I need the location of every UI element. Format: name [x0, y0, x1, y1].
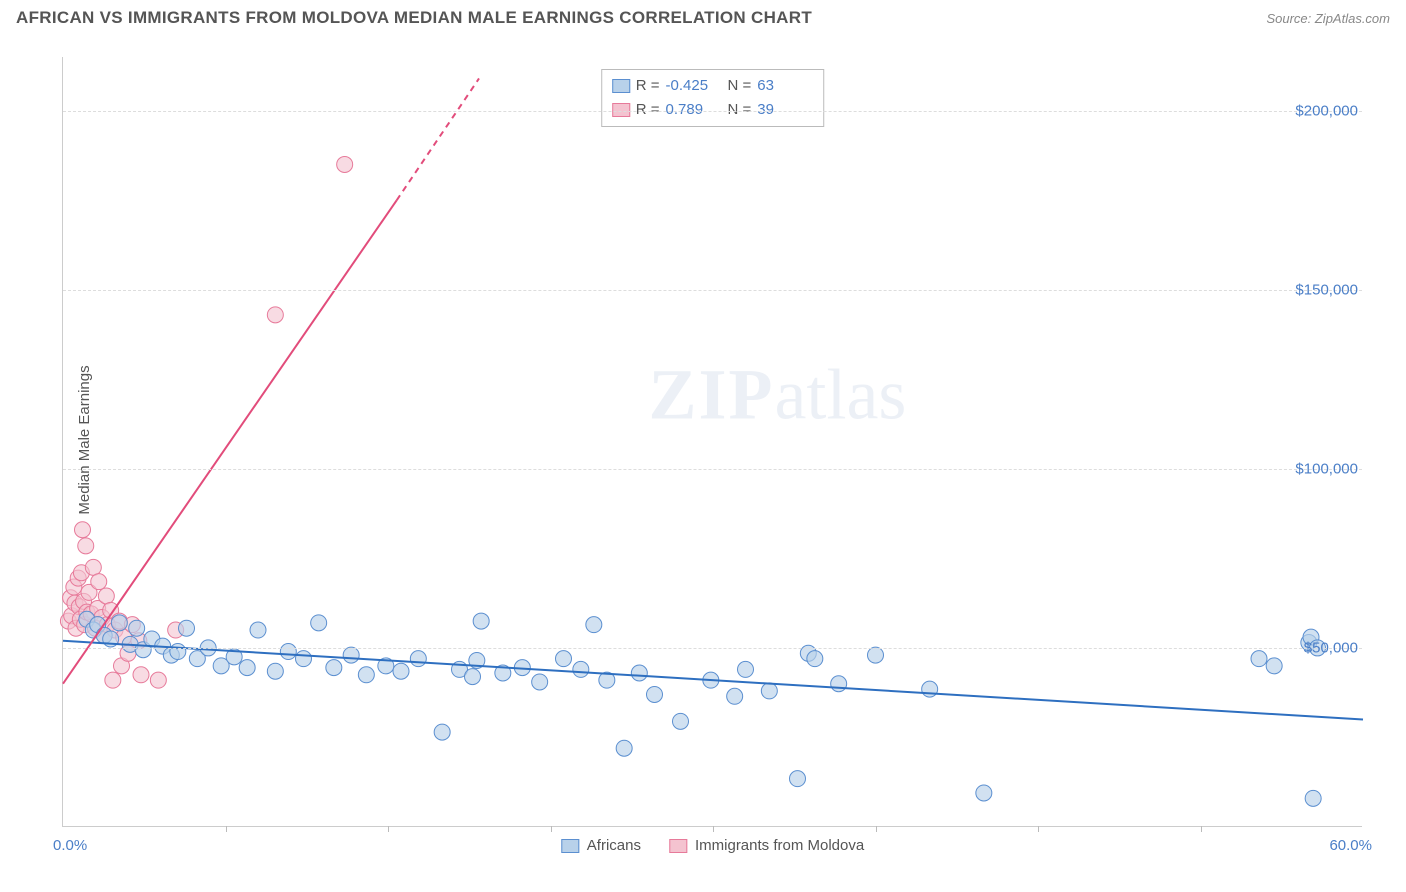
legend-item-moldova: Immigrants from Moldova — [669, 837, 864, 854]
gridline-h — [63, 469, 1362, 470]
x-tick — [1038, 826, 1039, 832]
source-name: ZipAtlas.com — [1315, 11, 1390, 26]
trend-line — [397, 78, 479, 200]
y-tick-label: $100,000 — [1295, 460, 1358, 477]
r-label: R = — [636, 74, 660, 98]
legend-item-africans: Africans — [561, 837, 641, 854]
trend-line — [63, 200, 397, 683]
chart-title: AFRICAN VS IMMIGRANTS FROM MOLDOVA MEDIA… — [16, 8, 812, 28]
stats-row-africans: R = -0.425 N = 63 — [612, 74, 814, 98]
r-value-africans: -0.425 — [666, 74, 722, 98]
legend-label-africans: Africans — [587, 837, 641, 854]
gridline-h — [63, 111, 1362, 112]
y-tick-label: $50,000 — [1304, 639, 1358, 656]
source-attribution: Source: ZipAtlas.com — [1266, 11, 1390, 26]
x-tick — [876, 826, 877, 832]
x-tick — [226, 826, 227, 832]
plot-area: ZIPatlas R = -0.425 N = 63 R = 0.789 N =… — [62, 57, 1362, 827]
n-label: N = — [728, 74, 752, 98]
source-prefix: Source: — [1266, 11, 1314, 26]
x-axis-min-label: 0.0% — [53, 837, 87, 854]
y-tick-label: $200,000 — [1295, 102, 1358, 119]
gridline-h — [63, 290, 1362, 291]
x-axis-max-label: 60.0% — [1329, 837, 1372, 854]
title-bar: AFRICAN VS IMMIGRANTS FROM MOLDOVA MEDIA… — [0, 0, 1406, 32]
plot-wrapper: Median Male Earnings ZIPatlas R = -0.425… — [50, 45, 1390, 835]
gridline-h — [63, 648, 1362, 649]
stats-legend: R = -0.425 N = 63 R = 0.789 N = 39 — [601, 69, 825, 127]
n-value-africans: 63 — [757, 74, 813, 98]
x-tick — [388, 826, 389, 832]
trend-layer — [63, 57, 1362, 826]
swatch-africans-icon — [612, 79, 630, 93]
legend-swatch-moldova-icon — [669, 839, 687, 853]
legend-label-moldova: Immigrants from Moldova — [695, 837, 864, 854]
trend-line — [63, 641, 1363, 720]
x-tick — [1201, 826, 1202, 832]
y-tick-label: $150,000 — [1295, 281, 1358, 298]
x-tick — [551, 826, 552, 832]
x-tick — [713, 826, 714, 832]
legend-swatch-africans-icon — [561, 839, 579, 853]
bottom-legend: Africans Immigrants from Moldova — [561, 837, 864, 854]
